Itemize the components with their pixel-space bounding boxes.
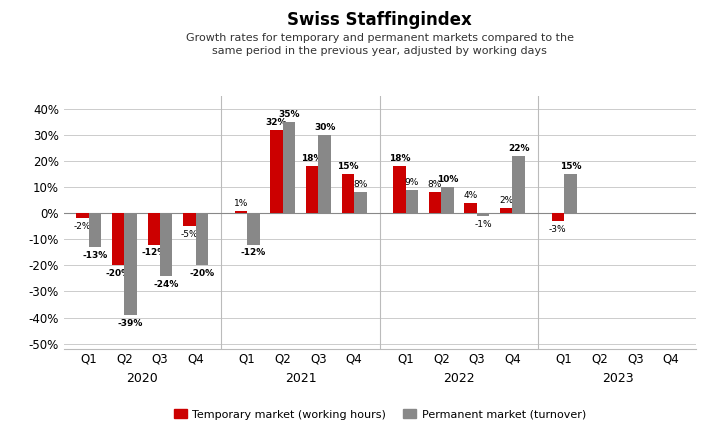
Text: 18%: 18% [388,154,410,163]
Bar [112,213,124,266]
Bar [306,166,319,213]
Text: -12%: -12% [241,249,266,257]
Legend: Temporary market (working hours), Permanent market (turnover): Temporary market (working hours), Perman… [169,405,591,424]
Text: 30%: 30% [314,123,335,132]
Bar [477,213,489,216]
Bar [77,213,89,218]
Text: -24%: -24% [153,280,179,289]
Text: -20%: -20% [190,269,214,278]
Bar [441,187,454,213]
Bar [342,174,354,213]
Text: 2022: 2022 [443,371,475,385]
Text: 22%: 22% [508,144,530,153]
Text: 4%: 4% [464,191,478,200]
Text: 8%: 8% [428,180,442,189]
Text: Growth rates for temporary and permanent markets compared to the
same period in : Growth rates for temporary and permanent… [186,33,574,56]
Bar [319,135,331,213]
Bar [513,156,525,213]
Text: 10%: 10% [437,175,458,184]
Text: 2021: 2021 [285,371,317,385]
Bar [271,130,283,213]
Text: 2020: 2020 [126,371,158,385]
Text: -20%: -20% [106,269,131,278]
Text: -1%: -1% [474,220,492,229]
Text: -12%: -12% [141,249,166,257]
Bar [235,211,247,213]
Text: 9%: 9% [405,177,419,187]
Bar [564,174,577,213]
Text: -13%: -13% [82,251,108,260]
Text: 8%: 8% [353,180,368,189]
Bar [247,213,260,245]
Bar [183,213,196,226]
Bar [393,166,405,213]
Text: -3%: -3% [549,225,567,234]
Text: 1%: 1% [234,198,248,208]
Bar [354,192,366,213]
Text: 15%: 15% [559,162,581,171]
Text: 15%: 15% [337,162,359,171]
Text: 2%: 2% [499,196,513,205]
Bar [89,213,102,247]
Bar [405,190,418,213]
Text: -5%: -5% [180,230,198,239]
Bar [160,213,173,276]
Bar [464,203,477,213]
Text: -39%: -39% [118,319,143,328]
Text: 35%: 35% [278,110,300,119]
Bar [429,192,441,213]
Text: 32%: 32% [266,118,288,127]
Bar [552,213,564,221]
Text: 18%: 18% [302,154,323,163]
Bar [148,213,160,245]
Bar [283,122,295,213]
Text: 2023: 2023 [601,371,633,385]
Bar [500,208,513,213]
Bar [124,213,137,315]
Text: Swiss Staffingindex: Swiss Staffingindex [288,11,472,29]
Text: -2%: -2% [74,222,92,232]
Bar [196,213,208,266]
